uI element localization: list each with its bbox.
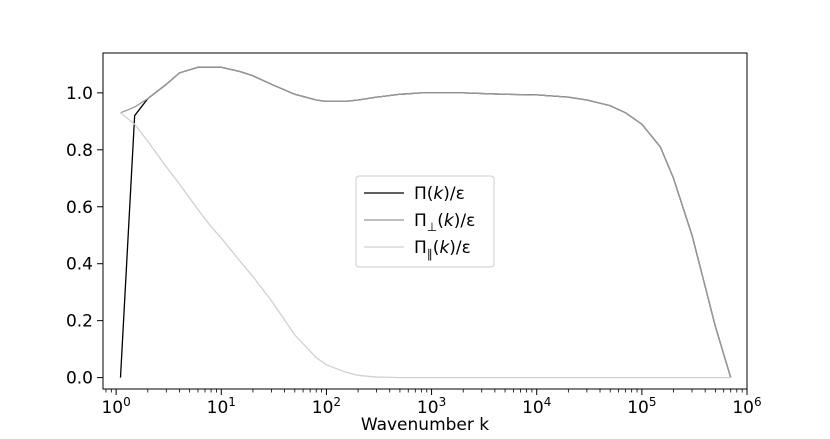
y-tick-label: 0.0 [66, 369, 93, 389]
y-tick-label: 0.8 [66, 141, 93, 161]
legend-label-3: Π∥(k)/ε [414, 238, 471, 261]
x-tick-label: 102 [312, 395, 341, 418]
y-axis: 0.0 0.2 0.4 0.6 0.8 1.0 [66, 84, 103, 389]
legend: Π(k)/ε Π⊥(k)/ε Π∥(k)/ε [355, 175, 495, 268]
series-line-3 [120, 112, 731, 379]
x-tick-label: 103 [417, 395, 446, 418]
x-tick-label: 101 [207, 395, 236, 418]
legend-label-2: Π⊥(k)/ε [414, 211, 475, 234]
x-tick-label: 100 [101, 395, 130, 418]
legend-label-1: Π(k)/ε [414, 184, 465, 204]
x-tick-label: 105 [627, 395, 656, 418]
y-tick-label: 0.2 [66, 312, 93, 332]
x-axis: 100 101 102 103 104 105 106 [101, 389, 762, 418]
y-tick-label: 0.6 [66, 198, 93, 218]
plot-frame [102, 52, 748, 390]
y-tick-label: 1.0 [66, 84, 93, 104]
legend-box [355, 175, 495, 268]
y-tick-label: 0.4 [66, 255, 93, 275]
x-axis-label: Wavenumber k [361, 415, 489, 435]
series-layer [119, 66, 732, 379]
x-tick-label: 106 [732, 395, 761, 418]
x-tick-label: 104 [522, 395, 551, 418]
series-line-2 [120, 66, 732, 378]
